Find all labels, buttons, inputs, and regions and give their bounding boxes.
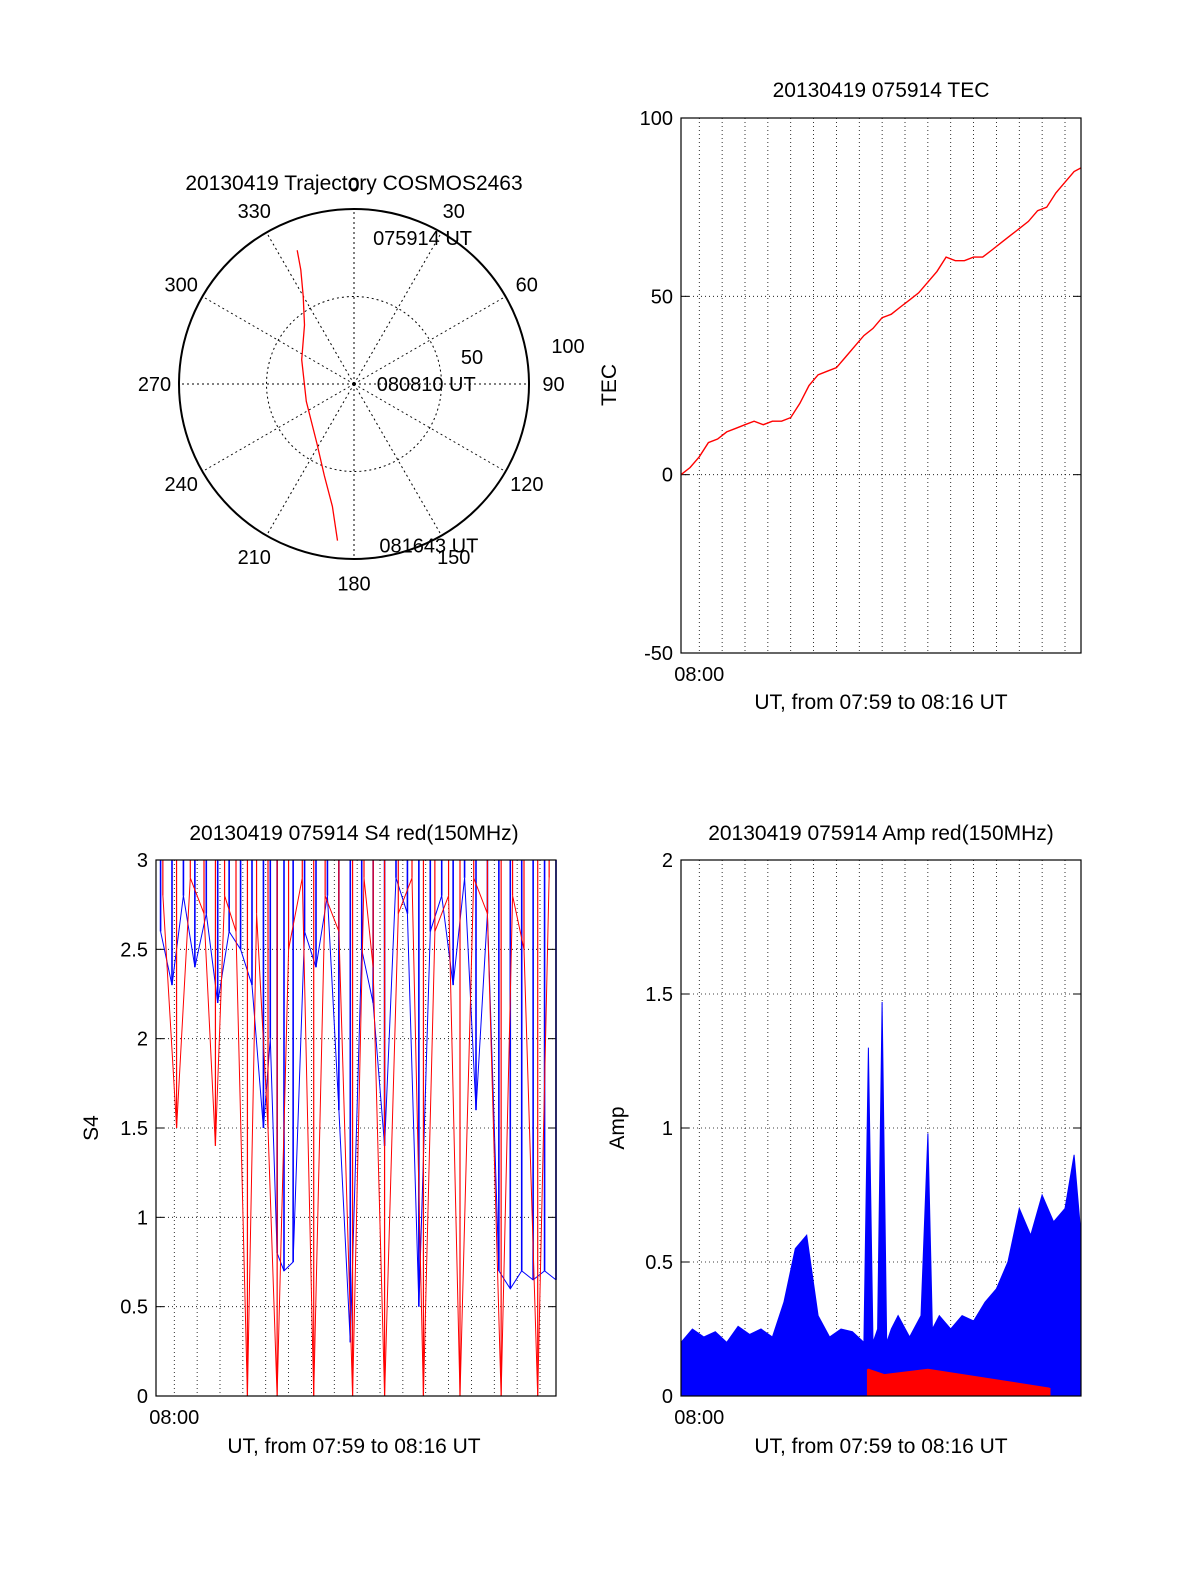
y-tick-label: 0 [137, 1386, 148, 1408]
y-tick-label: 1.5 [120, 1118, 148, 1140]
y-tick-label: 0 [662, 1386, 673, 1408]
x-tick-label: 08:00 [674, 664, 724, 686]
tec-x-label: UT, from 07:59 to 08:16 UT [754, 691, 1007, 714]
radial-label-100: 100 [551, 336, 584, 358]
azimuth-label: 330 [238, 201, 271, 223]
polar-labels: 0 30 60 90 120 150 180 210 240 270 300 330 50 100 0759… [138, 175, 585, 596]
y-tick-label: 0.5 [645, 1252, 673, 1274]
y-tick-label: 2 [662, 850, 673, 872]
y-tick-label: 50 [651, 286, 673, 308]
x-tick-label: 08:00 [674, 1407, 724, 1429]
tec-y-label: TEC [598, 364, 621, 406]
azimuth-label: 60 [516, 274, 538, 296]
series-line [680, 167, 1082, 476]
trajectory-series [296, 250, 339, 541]
tec-plot: 20130419 075914 TEC UT, from 07:59 to 08… [598, 79, 1082, 714]
plot-frame [155, 859, 557, 1397]
y-tick-label: 1 [662, 1118, 673, 1140]
y-tick-label: -50 [644, 643, 673, 665]
plot-frame [680, 859, 1082, 1397]
x-tick-label: 08:00 [149, 1407, 199, 1429]
time-annotation: 075914 UT [373, 228, 472, 250]
y-tick-label: 100 [640, 108, 673, 130]
azimuth-label: 270 [138, 374, 171, 396]
y-tick-label: 3 [137, 850, 148, 872]
y-tick-label: 2 [137, 1029, 148, 1051]
plot-frame [680, 117, 1082, 654]
s4-y-label: S4 [80, 1115, 103, 1141]
azimuth-label: 300 [165, 274, 198, 296]
polar-spoke [266, 232, 355, 385]
azimuth-label: 210 [238, 547, 271, 569]
s4-plot: 20130419 075914 S4 red(150MHz) UT, from … [80, 822, 557, 1458]
amp-y-label: Amp [606, 1106, 629, 1149]
amp-x-label: UT, from 07:59 to 08:16 UT [754, 1435, 1007, 1458]
s4-title: 20130419 075914 S4 red(150MHz) [189, 822, 518, 845]
polar-spoke [353, 383, 442, 536]
tec-title: 20130419 075914 TEC [773, 79, 990, 102]
time-annotation: 081643 UT [379, 535, 478, 557]
amp-title: 20130419 075914 Amp red(150MHz) [708, 822, 1054, 845]
trajectory-polar-plot: 20130419 Trajectory COSMOS2463 0 30 60 90 12… [138, 172, 585, 596]
y-tick-label: 0 [662, 465, 673, 487]
polar-spoke [353, 383, 506, 472]
polar-outer-ring [178, 208, 530, 560]
azimuth-label: 90 [542, 374, 564, 396]
y-tick-label: 2.5 [120, 939, 148, 961]
y-tick-label: 1.5 [645, 984, 673, 1006]
polar-spoke [202, 296, 355, 385]
azimuth-label: 120 [510, 474, 543, 496]
y-tick-label: 0.5 [120, 1297, 148, 1319]
s4-x-label: UT, from 07:59 to 08:16 UT [227, 1435, 480, 1458]
trajectory-title: 20130419 Trajectory COSMOS2463 [185, 172, 522, 195]
polar-grid [178, 208, 530, 560]
time-annotation: 080810 UT [377, 374, 476, 396]
polar-spoke [353, 296, 506, 385]
azimuth-label: 240 [165, 474, 198, 496]
azimuth-label: 180 [337, 574, 370, 596]
azimuth-label: 150 [437, 547, 470, 569]
y-tick-label: 1 [137, 1207, 148, 1229]
amp-plot: 20130419 075914 Amp red(150MHz) UT, from… [606, 822, 1082, 1458]
azimuth-label: 30 [443, 201, 465, 223]
polar-spoke [266, 383, 355, 536]
polar-spoke [202, 383, 355, 472]
trajectory-line [296, 250, 339, 541]
amp-series-area [680, 1001, 1082, 1397]
polar-inner-ring [266, 296, 442, 472]
azimuth-label: 0 [348, 175, 359, 197]
radial-label-50: 50 [461, 347, 483, 369]
polar-spoke [353, 232, 442, 385]
